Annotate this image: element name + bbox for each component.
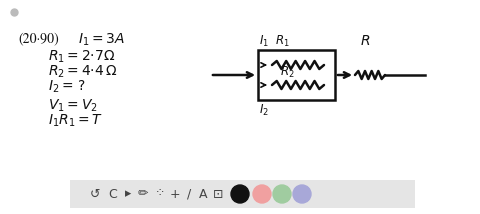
Text: $= 2{\cdot}7\Omega$: $= 2{\cdot}7\Omega$ <box>64 49 115 63</box>
Circle shape <box>273 185 291 203</box>
Text: $\mathit{R}$: $\mathit{R}$ <box>360 34 371 48</box>
Text: $\mathit{R}_2$: $\mathit{R}_2$ <box>280 65 295 80</box>
Bar <box>258 50 335 100</box>
Text: +: + <box>170 187 180 201</box>
Text: $\mathit{R}_2$: $\mathit{R}_2$ <box>48 64 65 80</box>
Text: $\mathit{I}_2 = \,?$: $\mathit{I}_2 = \,?$ <box>48 79 86 95</box>
Text: ▸: ▸ <box>125 187 131 201</box>
Text: /: / <box>187 187 191 201</box>
Circle shape <box>231 185 249 203</box>
Text: ↺: ↺ <box>90 187 100 201</box>
Text: $\mathit{I}_1\mathit{R}_1 = \mathit{T}$: $\mathit{I}_1\mathit{R}_1 = \mathit{T}$ <box>48 113 103 129</box>
Bar <box>70 180 415 208</box>
Text: C: C <box>108 187 118 201</box>
Text: ⊡: ⊡ <box>213 187 223 201</box>
Circle shape <box>253 185 271 203</box>
Text: $\mathit{I}_2$: $\mathit{I}_2$ <box>259 103 269 118</box>
Text: ⁘: ⁘ <box>155 187 165 201</box>
Text: ✏: ✏ <box>138 187 148 201</box>
Text: $\mathit{I}_1 = 3A$: $\mathit{I}_1 = 3A$ <box>78 32 125 48</box>
Text: $\mathit{I}_1$: $\mathit{I}_1$ <box>259 34 269 49</box>
Text: $\mathit{R}_1$: $\mathit{R}_1$ <box>275 34 289 49</box>
Text: $\mathit{V}_1 = \mathit{V}_2$: $\mathit{V}_1 = \mathit{V}_2$ <box>48 98 98 114</box>
Text: $\mathit{R}_1$: $\mathit{R}_1$ <box>48 49 65 65</box>
Text: $= 4{\cdot}4\,\Omega$: $= 4{\cdot}4\,\Omega$ <box>64 64 118 78</box>
Circle shape <box>293 185 311 203</box>
Text: (20·90): (20·90) <box>18 32 59 45</box>
Text: A: A <box>199 187 207 201</box>
